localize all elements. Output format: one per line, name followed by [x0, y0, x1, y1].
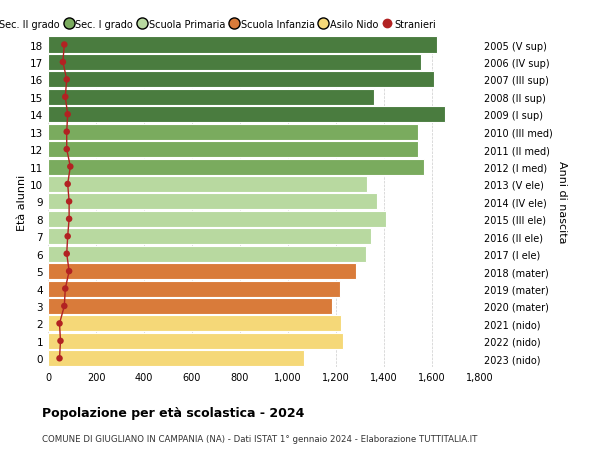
Point [56, 337, 65, 345]
Bar [48, 351, 304, 366]
Text: COMUNE DI GIUGLIANO IN CAMPANIA (NA) - Dati ISTAT 1° gennaio 2024 - Elaborazione: COMUNE DI GIUGLIANO IN CAMPANIA (NA) - D… [42, 434, 478, 443]
Point [64, 216, 74, 223]
Bar [48, 55, 421, 71]
Point [64, 268, 74, 275]
Point [55, 320, 64, 327]
Bar [48, 246, 366, 262]
Bar [48, 263, 356, 280]
Point [63, 181, 73, 188]
Point [59, 42, 69, 49]
Bar [48, 177, 367, 193]
Bar [48, 159, 424, 175]
Bar [48, 90, 374, 106]
Bar [48, 211, 386, 227]
Bar [48, 316, 341, 332]
Y-axis label: Anni di nascita: Anni di nascita [557, 161, 567, 243]
Point [63, 112, 73, 119]
Point [61, 285, 70, 292]
Point [65, 163, 75, 171]
Point [59, 302, 69, 310]
Point [64, 198, 74, 206]
Bar [48, 298, 332, 314]
Point [61, 94, 70, 101]
Point [62, 129, 71, 136]
Y-axis label: Età alunni: Età alunni [17, 174, 27, 230]
Point [62, 251, 71, 258]
Legend: Sec. II grado, Sec. I grado, Scuola Primaria, Scuola Infanzia, Asilo Nido, Stran: Sec. II grado, Sec. I grado, Scuola Prim… [0, 16, 440, 34]
Bar [48, 194, 377, 210]
Point [62, 146, 71, 153]
Point [63, 233, 73, 241]
Bar [48, 229, 371, 245]
Bar [48, 38, 437, 53]
Point [62, 77, 71, 84]
Bar [48, 333, 343, 349]
Point [58, 59, 68, 67]
Bar [48, 142, 418, 158]
Bar [48, 72, 434, 88]
Point [55, 355, 64, 362]
Bar [48, 107, 445, 123]
Bar [48, 281, 340, 297]
Bar [48, 124, 418, 140]
Text: Popolazione per età scolastica - 2024: Popolazione per età scolastica - 2024 [42, 406, 304, 419]
